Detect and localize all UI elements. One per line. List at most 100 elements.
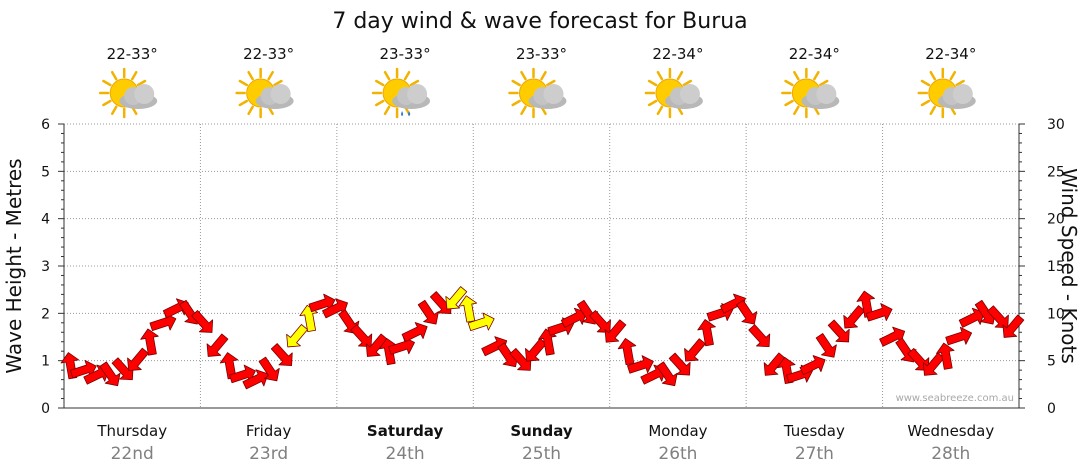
wind-arrow — [697, 319, 716, 347]
wind-arrows — [60, 286, 1025, 390]
sun-ray — [130, 70, 138, 81]
right-axis-label: Wind Speed - Knots — [1057, 168, 1080, 364]
wind-arrow — [467, 312, 495, 332]
wind-arrow — [627, 355, 654, 374]
wind-arrow — [525, 338, 547, 362]
sun-ray — [682, 79, 692, 87]
sun-ray — [136, 79, 147, 87]
wind-arrow — [322, 298, 348, 319]
wind-arrow — [99, 361, 121, 387]
sun-ray — [375, 99, 385, 107]
wind-arrow — [879, 326, 906, 347]
sun-ray — [955, 79, 965, 87]
wind-arrow — [936, 342, 955, 370]
sun-ray — [520, 70, 527, 81]
day-label: Saturday — [367, 422, 444, 440]
partly-cloudy-icon — [508, 67, 567, 119]
date-label: 25th — [522, 444, 561, 464]
partly-cloudy-rain-icon — [371, 67, 431, 119]
wind-arrow — [763, 352, 786, 376]
cloud — [543, 84, 564, 104]
wind-arrow — [140, 328, 159, 356]
left-tick-label: 1 — [41, 354, 50, 370]
left-axis-label: Wave Height - Metres — [2, 158, 26, 373]
day-label: Friday — [246, 422, 292, 440]
wind-arrow — [843, 305, 866, 329]
cloud — [407, 84, 428, 104]
sun-ray — [647, 79, 658, 87]
wind-arrow — [69, 359, 97, 379]
sun-ray — [793, 105, 800, 116]
wind-arrow — [458, 295, 478, 323]
sun-ray — [267, 70, 274, 81]
right-tick-label: 0 — [1047, 401, 1056, 417]
sun-ray — [383, 70, 391, 81]
sun-ray — [920, 99, 931, 107]
wind-arrow — [945, 326, 973, 346]
wind-arrow — [987, 305, 1009, 329]
wind-arrow — [308, 293, 336, 313]
right-tick-label: 25 — [1047, 164, 1065, 180]
wind-arrow — [401, 322, 428, 342]
sun-ray — [110, 105, 118, 116]
date-label: 24th — [386, 444, 425, 464]
wind-arrow — [589, 310, 611, 333]
sun-ray — [409, 79, 420, 87]
cloud — [952, 84, 973, 104]
right-tick-label: 10 — [1047, 306, 1065, 322]
watermark: www.seabreeze.com.au — [896, 393, 1014, 404]
cloud — [134, 84, 155, 104]
wind-arrow — [617, 337, 637, 366]
day-label: Sunday — [510, 422, 573, 440]
rain-drop — [408, 111, 411, 116]
partly-cloudy-icon — [98, 67, 158, 119]
partly-cloudy-icon — [644, 67, 703, 119]
sun-ray — [511, 99, 521, 107]
weather-icons — [98, 67, 976, 119]
wind-arrow — [736, 299, 758, 325]
wind-arrow — [417, 299, 439, 325]
wind-arrow — [922, 352, 945, 376]
wind-arrow — [127, 347, 149, 372]
sun-ray — [656, 70, 664, 81]
wind-arrow — [191, 310, 214, 333]
sun-ray — [656, 105, 664, 116]
wind-arrow — [1002, 314, 1025, 338]
day-temperature: 22-34° — [789, 45, 840, 63]
cloud — [270, 84, 291, 104]
sun-ray — [403, 70, 411, 81]
sun-ray — [813, 70, 820, 81]
partly-cloudy-icon — [235, 67, 294, 119]
wind-arrow — [270, 343, 293, 366]
day-label: Monday — [648, 422, 707, 440]
wind-arrow — [206, 333, 229, 357]
date-label: 27th — [795, 444, 834, 464]
day-label: Thursday — [96, 422, 167, 440]
sun-ray — [647, 99, 658, 107]
sun-ray — [793, 70, 800, 81]
day-temperature: 22-33° — [243, 45, 294, 63]
wind-arrow — [286, 324, 308, 348]
date-label: 26th — [658, 444, 697, 464]
day-temperature: 22-33° — [107, 45, 158, 63]
sun-ray — [920, 79, 931, 87]
cloud — [816, 84, 837, 104]
rain-drop — [401, 111, 404, 116]
day-temperature: 22-34° — [652, 45, 703, 63]
sun-ray — [383, 105, 391, 116]
sun-ray — [818, 79, 829, 87]
right-tick-label: 5 — [1047, 354, 1056, 370]
sun-ray — [247, 105, 254, 116]
wind-arrow — [149, 312, 177, 332]
chart-title: 7 day wind & wave forecast for Burua — [332, 9, 747, 34]
sun-ray — [238, 79, 249, 87]
sun-ray — [676, 70, 684, 81]
cloud — [679, 84, 700, 104]
right-y-axis: 0 5 10 15 20 25 30 — [1018, 117, 1065, 417]
sun-ray — [784, 99, 794, 107]
sun-ray — [511, 79, 521, 87]
left-y-axis: 0 1 2 3 4 5 6 — [41, 117, 65, 417]
sun-ray — [949, 70, 957, 81]
right-tick-label: 30 — [1047, 117, 1065, 133]
wind-arrow — [815, 333, 837, 358]
